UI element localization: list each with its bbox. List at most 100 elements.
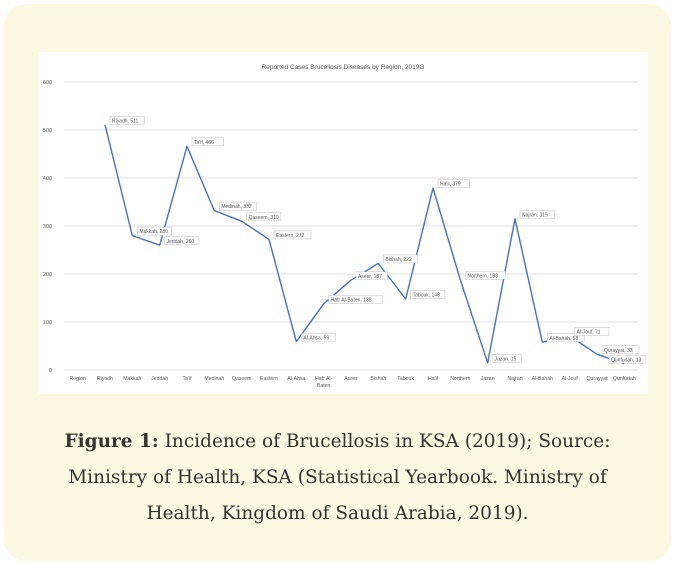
line-chart: Reported Cases Brucellosis Diseases by R… [43,64,647,389]
data-label-box [519,210,555,219]
data-label: Tabouk, 148 [410,290,446,299]
data-label-box [191,137,224,147]
data-label: Qaseem, 310 [246,212,282,221]
caption-label: Figure 1: [64,431,159,452]
x-tick-label-line: Qunfudah [613,376,636,382]
y-tick-label: 600 [43,80,52,86]
y-tick-label: 100 [43,320,52,326]
y-axis-ticks: 0 100 200 300 400 500 600 [43,80,52,374]
data-label-text: Makkah, 280 [139,229,168,235]
data-label-box [164,236,200,245]
x-tick-label: Qurayyat [586,376,608,382]
data-label: Al-Jouf, 71 [574,327,610,336]
data-label-box [383,254,418,264]
data-label: Qunfudah, 13 [608,355,647,364]
data-label: Ha'il, 379 [437,179,470,188]
chart-title: Reported Cases Brucellosis Diseases by R… [262,64,425,71]
data-label: Riyadh, 511 [109,115,145,125]
x-tick-label: Makkah [123,376,141,382]
data-label-box [410,290,446,299]
x-tick-label: Northern [450,376,470,382]
x-tick-label: Ha'il [428,376,438,382]
data-label: Qurayyat, 33 [601,345,640,354]
data-label-text: Jeddah, 260 [167,239,195,245]
x-tick-label: Eastern [260,376,278,382]
data-label: Eastern, 272 [273,230,312,240]
x-tick-label: Al-Ahsa [287,376,305,382]
figure-caption: Figure 1: Incidence of Brucellosis in KS… [44,424,631,532]
data-label: Jeddah, 260 [164,236,200,245]
x-tick-label: Riyadh [97,376,113,382]
data-label-text: Medinah, 332 [221,204,252,210]
data-label: Bishah, 222 [383,254,418,264]
data-label-text: Al-Jouf, 71 [577,330,601,336]
data-label: Al-Ahsa, 59 [301,332,336,342]
data-label-box [437,179,470,188]
data-label-box [273,230,312,240]
data-labels: Riyadh, 511 Makkah, 280 Jeddah, 260 Ta'if, … [109,115,647,364]
x-tick-label: Al-Jouf [562,376,579,382]
y-tick-label: 400 [43,176,52,182]
x-tick-label-line: Jazan [481,376,495,382]
data-label-text: Ta'if, 466 [194,140,214,146]
data-label: Aseer, 187 [355,271,388,280]
x-tick-label-line: Region [69,376,86,382]
data-label-box [301,332,336,342]
data-label-text: Jazan, 15 [495,356,517,362]
x-tick-label-line: Riyadh [97,376,113,382]
x-tick-label-line: Ta'if [182,376,192,382]
x-tick-label-line: Najran [507,376,522,382]
x-tick-label: Jeddah [151,376,168,382]
data-label-text: Ha'il, 379 [440,182,461,188]
x-tick-label-line: Jeddah [151,376,168,382]
x-tick-label-line: Al-Bahah [532,376,553,382]
data-label: Al-Bahah, 58 [547,333,585,342]
data-label-text: Al-Bahah, 58 [549,336,578,342]
y-tick-label: 500 [43,128,52,134]
data-label-text: Eastern, 272 [276,233,305,239]
x-tick-label: Medinah [204,376,224,382]
data-label-text: Bishah, 222 [385,257,412,263]
data-label-text: Qunfudah, 13 [611,357,642,363]
x-tick-label-line: Al-Jouf [562,376,579,382]
data-label: Medinah, 332 [219,201,257,211]
data-label: Hafr Al-Baten, 138 [328,295,383,304]
x-tick-label: Najran [507,376,522,382]
data-label: Northern, 188 [465,271,506,280]
data-label-box [137,226,172,236]
x-tick-label-line: Baten [317,383,331,389]
figure-card: Reported Cases Brucellosis Diseases by R… [4,4,671,561]
x-tick-label: Bishah [370,376,386,382]
x-tick-label-line: Bishah [370,376,386,382]
data-label-box [355,271,388,280]
x-tick-label-line: Northern [450,376,470,382]
x-tick-label-line: Makkah [123,376,141,382]
data-label-box [492,354,522,363]
data-label-text: Najran, 315 [522,212,548,218]
y-tick-label: 300 [43,224,52,230]
data-label-box [109,115,145,125]
x-tick-label-line: Ha'il [428,376,438,382]
x-tick-label: Qaseem [232,376,252,382]
x-tick-label: Region [69,376,86,382]
x-tick-label: Qunfudah [613,376,636,382]
x-tick-label: Aseer [344,376,358,382]
data-label-text: Tabouk, 148 [413,293,440,299]
data-label-text: Al-Ahsa, 59 [303,335,329,341]
chart-container: Reported Cases Brucellosis Diseases by R… [38,52,648,394]
data-label: Ta'if, 466 [191,137,224,147]
data-label-text: Qurayyat, 33 [604,348,633,354]
x-tick-label-line: Tabouk [397,376,414,382]
gridlines [64,81,638,371]
data-label-box [608,355,647,364]
data-label-box [601,345,640,354]
data-label-text: Northern, 188 [467,273,498,279]
x-tick-label-line: Al-Ahsa [287,376,305,382]
x-tick-label: Jazan [481,376,495,382]
data-label-box [574,327,610,336]
x-tick-label-line: Eastern [260,376,278,382]
data-label: Najran, 315 [519,210,555,219]
x-tick-label: Hafr Al-Baten [315,376,333,389]
data-label-text: Hafr Al-Baten, 138 [331,297,372,303]
x-axis-ticks: Region Riyadh Makkah Jeddah Ta'if Medinah Qase… [69,376,635,389]
